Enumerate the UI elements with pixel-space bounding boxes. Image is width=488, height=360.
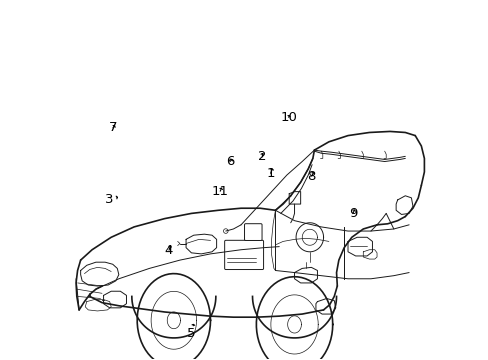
Text: 6: 6 [225, 155, 234, 168]
Text: 8: 8 [307, 170, 315, 183]
Text: 7: 7 [108, 121, 117, 134]
Text: 2: 2 [258, 150, 266, 163]
Text: 11: 11 [211, 185, 228, 198]
Text: 3: 3 [105, 193, 113, 206]
Text: 9: 9 [348, 207, 356, 220]
Text: 10: 10 [280, 111, 296, 124]
Text: 1: 1 [266, 167, 274, 180]
Text: 5: 5 [187, 327, 195, 341]
Text: 4: 4 [164, 244, 173, 257]
FancyBboxPatch shape [244, 224, 262, 240]
FancyBboxPatch shape [224, 240, 263, 270]
